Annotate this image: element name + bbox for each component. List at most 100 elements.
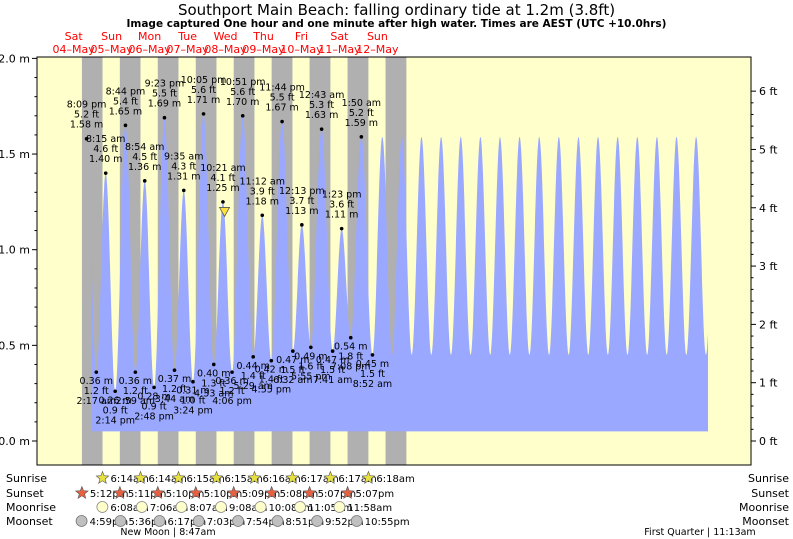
tide-point [142, 179, 147, 183]
moonset-time: 7:03pm [207, 517, 246, 528]
tide-m-label: 1.36 m [128, 162, 161, 173]
tide-time-label: 1:23 pm [322, 190, 362, 201]
tide-ft-label: 4.6 ft [93, 144, 118, 155]
astro-row-label-left: Sunrise [6, 472, 47, 485]
tide-ft-label: 5.2 ft [349, 108, 374, 119]
sunset-icon [302, 485, 317, 499]
tide-time-label: 9:23 pm [145, 79, 185, 90]
moonset-icon [75, 515, 88, 527]
tide-point [300, 223, 304, 227]
tide-point [291, 349, 295, 353]
tide-m-label: 0.47 m [316, 355, 349, 366]
chart-title: Southport Main Beach: falling ordinary t… [177, 1, 616, 19]
sunrise-time: 6:17am [300, 474, 338, 485]
moonset-time: 5:36pm [129, 517, 168, 528]
day-name-label: Thu [252, 30, 274, 43]
tide-ft-label: 5.5 ft [270, 93, 295, 104]
sunrise-icon [361, 470, 376, 484]
tide-m-label: 0.28 m [137, 391, 170, 402]
tide-time-label: 7:08 pm [331, 362, 371, 373]
day-name-label: Sat [65, 30, 84, 43]
sunset-icon [188, 485, 203, 499]
tide-point [103, 171, 108, 175]
tide-m-label: 1.71 m [187, 95, 220, 106]
tide-ft-label: 4.5 ft [132, 152, 157, 163]
moonrise-time: 11:58am [347, 503, 392, 514]
tide-time-label: 8:54 am [125, 142, 164, 153]
tide-ft-label: 4.1 ft [210, 173, 235, 184]
tide-point [370, 353, 375, 357]
moonrise-time: 9:08am [229, 503, 267, 514]
sunset-icon [226, 485, 241, 499]
sunset-time: 5:09pm [242, 489, 281, 500]
tide-m-label: 1.63 m [305, 110, 338, 121]
tide-m-label: 0.47 m [276, 355, 309, 366]
tide-point [133, 370, 138, 374]
tide-ft-label: 1.8 ft [338, 352, 363, 363]
astro-row-label-left: Moonset [6, 515, 53, 528]
y-tick-label-right: 2 ft [759, 318, 778, 331]
tide-ft-label: 1.5 ft [360, 369, 385, 380]
moonrise-icon [294, 501, 306, 513]
sunrise-icon [247, 470, 262, 484]
day-date-label: 07–May [166, 43, 209, 56]
tide-time-label: 3:24 pm [173, 406, 213, 417]
tide-ft-label: 1.0 ft [180, 396, 205, 407]
tide-ft-label: 5.5 ft [152, 89, 177, 100]
y-tick-label-right: 3 ft [759, 260, 778, 273]
moonset-icon [232, 515, 244, 527]
sunset-time: 5:07pm [318, 489, 357, 500]
moonset-time: 10:55pm [365, 517, 410, 528]
tide-time-label: 4:06 pm [212, 396, 252, 407]
sunrise-icon [95, 470, 110, 484]
y-tick-label-left: 1.5 m [0, 148, 30, 161]
moonset-icon [350, 515, 363, 527]
sunrise-icon [323, 470, 338, 484]
tide-area [91, 114, 708, 432]
tide-m-label: 1.58 m [70, 120, 103, 131]
tide-ft-label: 5.3 ft [309, 100, 334, 111]
tide-time-label: 8:09 pm [67, 100, 107, 111]
sunrise-time: 6:16am [262, 474, 300, 485]
tide-ft-label: 3.6 ft [329, 200, 354, 211]
astro-row-label-right: Moonrise [739, 501, 789, 514]
tide-m-label: 0.49 m [294, 351, 327, 362]
tide-point [221, 200, 225, 204]
y-tick-label-left: 0.5 m [0, 339, 30, 352]
tide-ft-label: 4.3 ft [171, 161, 196, 172]
night-band [81, 57, 103, 465]
day-date-label: 12–May [356, 43, 399, 56]
moonset-time: 8:51pm [286, 517, 325, 528]
tide-m-label: 1.25 m [206, 183, 239, 194]
moonrise-time: 10:08am [269, 503, 314, 514]
day-name-label: Sat [330, 30, 349, 43]
tide-time-label: 10:51 pm [220, 77, 266, 88]
moon-phase-label: First Quarter | 11:13am [644, 527, 755, 538]
day-date-label: 08–May [204, 43, 247, 56]
moonset-icon [114, 515, 127, 527]
tide-point [181, 188, 186, 193]
tide-point [260, 213, 265, 218]
moonrise-icon [96, 501, 109, 513]
tide-m-label: 0.37 m [158, 374, 191, 385]
tide-m-label: 1.59 m [345, 118, 378, 129]
tide-m-label: 0.45 m [356, 359, 389, 370]
day-name-label: Sun [367, 30, 388, 43]
tide-time-label: 10:21 am [200, 163, 245, 174]
tide-m-label: 1.69 m [148, 99, 181, 110]
tide-time-label: 2:59 am [116, 396, 155, 407]
tide-time-label: 12:43 am [299, 90, 344, 101]
tide-time-label: 4:33 am [194, 388, 233, 399]
tide-ft-label: 1.2 ft [84, 386, 109, 397]
tide-ft-label: 1.2 ft [123, 386, 148, 397]
tide-ft-label: 1.5 ft [280, 365, 305, 376]
tide-point [240, 113, 245, 118]
tide-m-label: 0.44 m [236, 361, 269, 372]
moonset-icon [192, 515, 205, 527]
moonrise-icon [215, 501, 227, 513]
tide-ft-label: 1.2 ft [220, 386, 245, 397]
day-name-label: Wed [214, 30, 238, 43]
day-date-label: 05–May [91, 43, 134, 56]
astro-row-label-right: Sunset [751, 487, 789, 500]
